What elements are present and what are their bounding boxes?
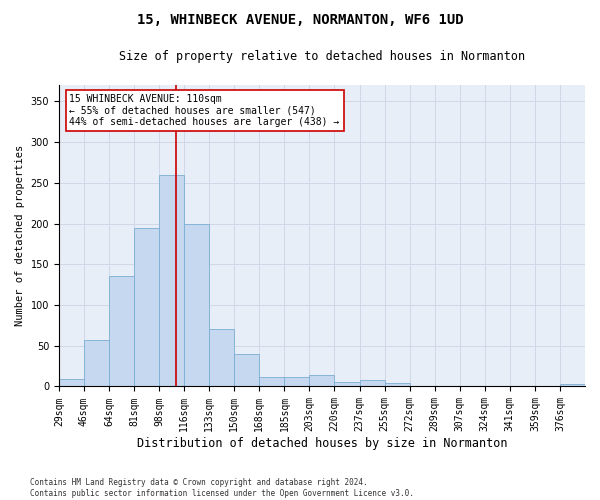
Bar <box>134 228 159 386</box>
Bar <box>59 379 84 386</box>
Bar <box>159 174 184 386</box>
Bar <box>234 354 259 386</box>
X-axis label: Distribution of detached houses by size in Normanton: Distribution of detached houses by size … <box>137 437 507 450</box>
Bar <box>334 382 359 386</box>
Text: 15 WHINBECK AVENUE: 110sqm
← 55% of detached houses are smaller (547)
44% of sem: 15 WHINBECK AVENUE: 110sqm ← 55% of deta… <box>70 94 340 127</box>
Bar <box>84 340 109 386</box>
Bar <box>310 375 334 386</box>
Bar <box>560 384 585 386</box>
Bar <box>209 330 234 386</box>
Title: Size of property relative to detached houses in Normanton: Size of property relative to detached ho… <box>119 50 525 63</box>
Y-axis label: Number of detached properties: Number of detached properties <box>15 145 25 326</box>
Bar <box>284 376 310 386</box>
Bar <box>259 376 284 386</box>
Bar <box>385 383 410 386</box>
Bar <box>359 380 385 386</box>
Bar <box>109 276 134 386</box>
Text: Contains HM Land Registry data © Crown copyright and database right 2024.
Contai: Contains HM Land Registry data © Crown c… <box>30 478 414 498</box>
Text: 15, WHINBECK AVENUE, NORMANTON, WF6 1UD: 15, WHINBECK AVENUE, NORMANTON, WF6 1UD <box>137 12 463 26</box>
Bar <box>184 224 209 386</box>
